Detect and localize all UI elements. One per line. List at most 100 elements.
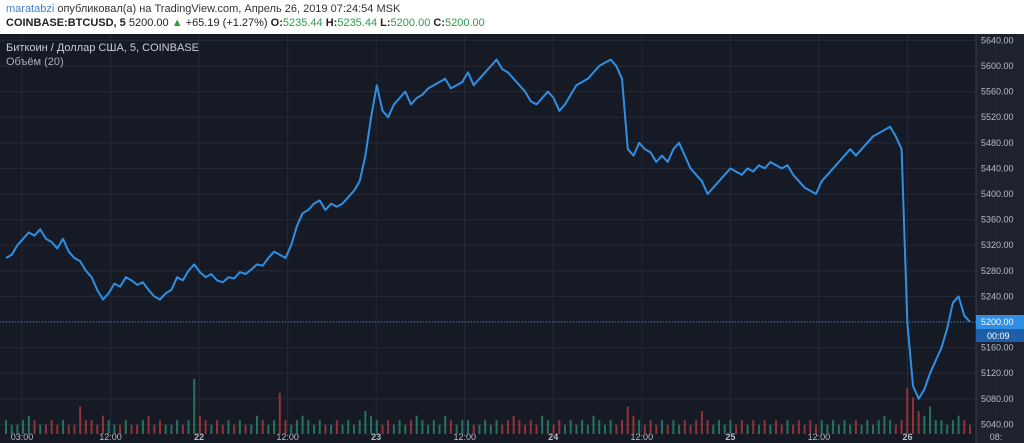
low-value: 5200.00 <box>390 17 431 29</box>
volume-bar <box>746 424 749 434</box>
volume-bar <box>735 424 738 434</box>
volume-bar <box>740 420 743 434</box>
volume-bar <box>872 424 875 434</box>
volume-bar <box>729 420 732 434</box>
volume-bar <box>347 420 350 434</box>
volume-bar <box>44 424 47 434</box>
volume-bar <box>598 420 601 434</box>
volume-bar <box>814 424 817 434</box>
volume-bar <box>181 424 184 434</box>
open-label: O: <box>270 17 283 29</box>
close-value: 5200.00 <box>444 17 485 29</box>
publisher-link[interactable]: maratabzi <box>6 3 55 15</box>
price-chart[interactable]: 5640.00 5600.00 5560.00 5520.00 5480.00 5440.… <box>0 34 1024 443</box>
volume-bar <box>124 420 127 434</box>
volume-bar <box>854 420 857 434</box>
volume-bar <box>16 424 19 434</box>
volume-bar <box>415 415 418 434</box>
volume-bar <box>404 424 407 434</box>
volume-bar <box>683 420 686 434</box>
y-tick-label: 5120.00 <box>981 368 1014 378</box>
volume-bar <box>90 420 93 434</box>
volume-bar <box>552 424 555 434</box>
volume-bar <box>518 420 521 434</box>
volume-bar <box>67 424 70 434</box>
volume-bar <box>877 420 880 434</box>
volume-bar <box>940 420 943 434</box>
volume-bar <box>198 415 201 434</box>
volume-bar <box>330 424 333 434</box>
volume-bar <box>307 420 310 434</box>
volume-bar <box>603 424 606 434</box>
x-tick-label: 03:00 <box>11 432 34 442</box>
volume-bar <box>187 420 190 434</box>
volume-bar <box>375 420 378 434</box>
chart-canvas[interactable]: 5640.00 5600.00 5560.00 5520.00 5480.00 5440.… <box>0 34 1024 443</box>
volume-bar <box>889 420 892 434</box>
volume-bar <box>489 424 492 434</box>
volume-bar <box>803 424 806 434</box>
y-tick-label: 5480.00 <box>981 138 1014 148</box>
volume-bar <box>341 424 344 434</box>
volume-bar <box>295 420 298 434</box>
symbol-label: COINBASE:BTCUSD, 5 <box>6 17 126 29</box>
volume-bar <box>141 420 144 434</box>
volume-bar <box>318 420 321 434</box>
volume-bar <box>387 420 390 434</box>
volume-bar <box>176 420 179 434</box>
volume-bar <box>261 420 264 434</box>
volume-bar <box>461 420 464 434</box>
open-value: 5235.44 <box>282 17 323 29</box>
volume-bar <box>370 415 373 434</box>
volume-bar <box>421 420 424 434</box>
volume-bar <box>255 415 258 434</box>
volume-bar <box>792 424 795 434</box>
volume-bar <box>866 420 869 434</box>
volume-bar <box>22 420 25 434</box>
y-tick-label: 5400.00 <box>981 189 1014 199</box>
volume-bar <box>267 424 270 434</box>
volume-bar <box>695 420 698 434</box>
volume-bar <box>455 424 458 434</box>
volume-bar <box>427 424 430 434</box>
volume-bar <box>906 388 909 434</box>
volume-bar <box>210 424 213 434</box>
y-tick-label: 5080.00 <box>981 394 1014 404</box>
close-label: C: <box>433 17 445 29</box>
x-tick-label: 23 <box>371 432 381 442</box>
x-tick-label: 25 <box>725 432 735 442</box>
volume-bar <box>723 424 726 434</box>
change-text: +65.19 (+1.27%) <box>185 17 268 29</box>
volume-bar <box>62 420 65 434</box>
volume-bar <box>352 424 355 434</box>
volume-bar <box>660 420 663 434</box>
volume-bar <box>558 420 561 434</box>
volume-bar <box>621 420 624 434</box>
y-tick-label: 5320.00 <box>981 240 1014 250</box>
volume-bar <box>763 420 766 434</box>
publish-header: maratabzi опубликовал(а) на TradingView.… <box>0 0 1024 34</box>
volume-bar <box>107 420 110 434</box>
volume-bar <box>301 415 304 434</box>
volume-bar <box>39 424 42 434</box>
publish-text: опубликовал(а) на TradingView.com, Апрел… <box>57 3 401 15</box>
volume-bar <box>438 424 441 434</box>
volume-bar <box>495 420 498 434</box>
last-price-text: 5200.00 <box>128 17 169 29</box>
volume-bar <box>512 415 515 434</box>
volume-bar <box>529 420 532 434</box>
y-tick-label: 5040.00 <box>981 419 1014 429</box>
volume-bar <box>478 424 481 434</box>
volume-bar <box>609 420 612 434</box>
volume-bar <box>506 420 509 434</box>
y-tick-label: 5360.00 <box>981 215 1014 225</box>
volume-bar <box>250 424 253 434</box>
volume-bar <box>449 420 452 434</box>
volume-bar <box>27 415 30 434</box>
volume-bar <box>101 415 104 434</box>
volume-bar <box>569 420 572 434</box>
volume-bar <box>273 420 276 434</box>
volume-bar <box>957 415 960 434</box>
volume-bar <box>130 424 133 434</box>
volume-bar <box>775 420 778 434</box>
